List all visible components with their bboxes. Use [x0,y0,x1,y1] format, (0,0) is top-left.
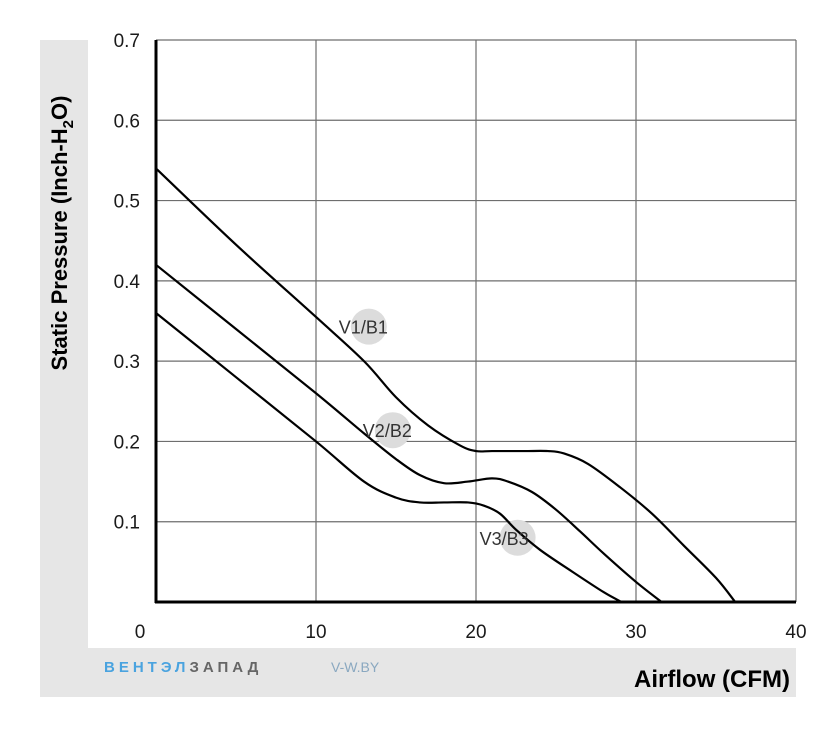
y-tick-label-5: 0.6 [114,111,140,132]
bottom-frame-panel [40,648,796,697]
grid [154,39,797,604]
left-frame-panel [40,40,88,697]
y-tick-label-4: 0.5 [114,192,140,213]
series-layer [155,167,737,603]
annotation-label-2: V2/B2 [363,421,412,441]
brand-part2: ЗАПАД [189,659,262,676]
y-axis-label-subscript: 2 [60,120,77,128]
x-tick-label-0: 0 [135,622,146,643]
annotation-bubble-3 [499,519,536,556]
annotation-label-1: V1/B1 [339,318,388,338]
annotation-label-3: V3/B3 [480,529,529,549]
y-axis-label-part1: Static Pressure (Inch-H [47,128,72,370]
y-tick-label-2: 0.3 [114,352,140,373]
x-tick-label-1: 10 [305,622,326,643]
annotation-bubble-1 [350,308,387,345]
annotation-bubble-2 [374,412,411,449]
y-axis-label: Static Pressure (Inch-H2O) [47,96,77,371]
y-axis-label-part2: O) [47,96,72,120]
y-tick-label-3: 0.4 [114,272,141,293]
brand-watermark: ВЕНТЭЛЗАПАД [104,659,262,676]
x-tick-label-4: 40 [785,622,806,643]
series-line-1 [155,167,737,603]
series-line-2 [155,263,663,603]
x-axis-label: Airflow (CFM) [634,666,790,693]
x-tick-label-2: 20 [465,622,486,643]
annotation-layer: V1/B1 V2/B2 V3/B3 [339,318,529,549]
y-tick-label-0: 0.1 [114,513,140,534]
x-tick-label-3: 30 [625,622,646,643]
y-tick-label-6: 0.7 [114,31,140,52]
tick-labels: 0.1 0.2 0.3 0.4 0.5 0.6 0.7 0 10 20 30 40 [114,31,807,643]
site-watermark: V-W.BY [331,659,380,675]
series-line-3 [155,312,623,603]
brand-part1: ВЕНТЭЛ [104,659,189,676]
y-tick-label-1: 0.2 [114,432,140,453]
